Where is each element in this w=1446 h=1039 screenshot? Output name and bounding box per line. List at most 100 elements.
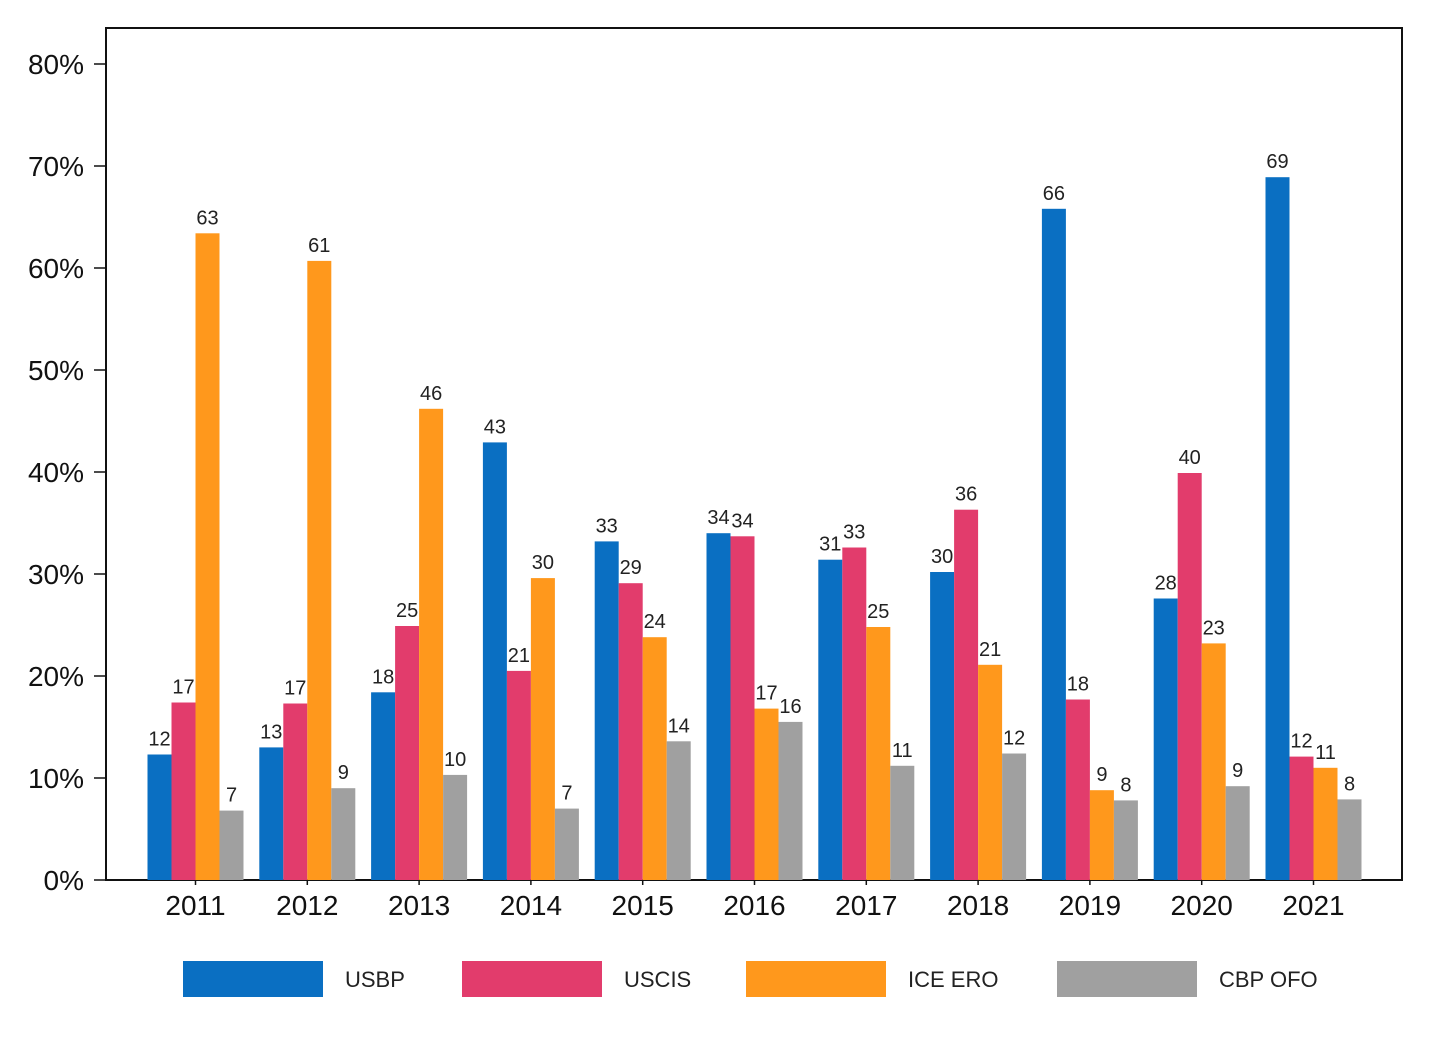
legend-label-usbp: USBP (345, 967, 405, 992)
data-label-uscis-2021: 12 (1290, 731, 1312, 753)
data-label-ice-ero-2015: 24 (644, 611, 666, 633)
bar-ice-ero-2019 (1089, 790, 1114, 880)
data-label-ice-ero-2020: 23 (1203, 617, 1225, 639)
bar-ice-ero-2021 (1313, 767, 1338, 880)
y-tick-label-0: 0% (44, 865, 84, 896)
data-label-cbp-ofo-2017: 11 (892, 740, 913, 762)
data-label-uscis-2012: 17 (284, 678, 306, 700)
bar-usbp-2015 (594, 541, 619, 880)
x-tick-label-2021: 2021 (1282, 890, 1344, 921)
data-label-usbp-2018: 30 (931, 546, 953, 568)
data-label-usbp-2013: 18 (372, 666, 394, 688)
data-label-ice-ero-2016: 17 (755, 683, 777, 705)
bar-uscis-2012 (283, 703, 308, 880)
bar-uscis-2016 (730, 536, 755, 880)
data-label-usbp-2012: 13 (260, 721, 282, 743)
x-tick-label-2016: 2016 (723, 890, 785, 921)
bar-cbp-ofo-2013 (443, 774, 468, 880)
legend-swatch-cbp-ofo (1057, 961, 1197, 997)
bar-cbp-ofo-2016 (778, 721, 803, 880)
data-label-cbp-ofo-2020: 9 (1232, 760, 1243, 782)
data-label-usbp-2015: 33 (596, 515, 618, 537)
bar-uscis-2021 (1289, 756, 1314, 880)
bar-cbp-ofo-2017 (890, 765, 915, 880)
data-label-cbp-ofo-2011: 7 (226, 785, 237, 807)
data-label-cbp-ofo-2018: 12 (1003, 728, 1025, 750)
data-label-ice-ero-2019: 9 (1096, 764, 1107, 786)
bar-uscis-2017 (842, 547, 867, 880)
bar-uscis-2015 (618, 583, 643, 880)
data-label-uscis-2017: 33 (843, 522, 865, 544)
x-tick-label-2011: 2011 (165, 890, 225, 921)
bar-cbp-ofo-2012 (331, 788, 356, 880)
bar-cbp-ofo-2021 (1337, 799, 1362, 880)
y-tick-label-40: 40% (28, 457, 84, 488)
data-label-ice-ero-2021: 11 (1315, 742, 1336, 764)
legend-label-ice-ero: ICE ERO (908, 967, 998, 992)
bar-usbp-2018 (930, 572, 955, 880)
data-label-uscis-2018: 36 (955, 484, 977, 506)
x-tick-label-2013: 2013 (388, 890, 450, 921)
data-label-uscis-2013: 25 (396, 600, 418, 622)
bar-uscis-2018 (954, 509, 979, 880)
x-tick-label-2012: 2012 (276, 890, 338, 921)
bar-ice-ero-2020 (1201, 643, 1226, 880)
legend-swatch-uscis (462, 961, 602, 997)
x-tick-label-2014: 2014 (500, 890, 562, 921)
data-label-cbp-ofo-2021: 8 (1344, 773, 1355, 795)
bar-ice-ero-2017 (866, 627, 891, 880)
bar-usbp-2011 (147, 754, 172, 880)
bar-uscis-2014 (506, 670, 531, 880)
bar-usbp-2016 (706, 533, 731, 880)
bar-usbp-2014 (482, 442, 507, 880)
data-label-cbp-ofo-2019: 8 (1120, 774, 1131, 796)
bar-ice-ero-2014 (530, 578, 555, 880)
data-label-ice-ero-2012: 61 (308, 235, 330, 257)
data-label-usbp-2014: 43 (484, 416, 506, 438)
bar-cbp-ofo-2014 (554, 808, 579, 880)
bar-usbp-2013 (371, 692, 396, 880)
data-label-uscis-2011: 17 (172, 677, 194, 699)
bar-usbp-2012 (259, 747, 284, 880)
data-label-cbp-ofo-2014: 7 (561, 783, 572, 805)
data-label-cbp-ofo-2013: 10 (444, 749, 466, 771)
bars-layer (147, 177, 1362, 881)
data-label-ice-ero-2013: 46 (420, 383, 442, 405)
data-label-usbp-2019: 66 (1043, 183, 1065, 205)
data-label-uscis-2015: 29 (620, 557, 642, 579)
x-tick-label-2018: 2018 (947, 890, 1009, 921)
bar-cbp-ofo-2020 (1225, 786, 1250, 880)
y-tick-label-50: 50% (28, 355, 84, 386)
bar-uscis-2020 (1177, 473, 1202, 880)
bar-uscis-2011 (171, 702, 196, 880)
data-label-uscis-2019: 18 (1067, 674, 1089, 696)
bar-cbp-ofo-2018 (1002, 753, 1027, 880)
bar-ice-ero-2018 (978, 664, 1003, 880)
bar-cbp-ofo-2019 (1113, 800, 1138, 880)
data-label-cbp-ofo-2012: 9 (338, 762, 349, 784)
legend-label-uscis: USCIS (624, 967, 691, 992)
data-label-cbp-ofo-2016: 16 (779, 696, 801, 718)
x-tick-label-2020: 2020 (1171, 890, 1233, 921)
x-tick-label-2017: 2017 (835, 890, 897, 921)
data-label-ice-ero-2011: 63 (196, 207, 218, 229)
data-label-cbp-ofo-2015: 14 (668, 715, 690, 737)
x-axis: 2011 2012 2013 2014 2015 2016 2017 2018 2019 2020… (165, 880, 1345, 921)
y-tick-label-80: 80% (28, 49, 84, 80)
bar-usbp-2017 (818, 559, 843, 880)
legend-swatch-usbp (183, 961, 323, 997)
data-label-ice-ero-2018: 21 (979, 639, 1001, 661)
legend: USBP USCIS ICE ERO CBP OFO (183, 961, 1318, 997)
x-tick-label-2019: 2019 (1059, 890, 1121, 921)
legend-swatch-ice-ero (746, 961, 886, 997)
bar-usbp-2021 (1265, 177, 1290, 880)
data-label-ice-ero-2017: 25 (867, 601, 889, 623)
x-tick-label-2015: 2015 (612, 890, 674, 921)
data-label-usbp-2021: 69 (1266, 151, 1288, 173)
y-tick-label-20: 20% (28, 661, 84, 692)
legend-label-cbp-ofo: CBP OFO (1219, 967, 1318, 992)
y-tick-label-60: 60% (28, 253, 84, 284)
bar-ice-ero-2016 (754, 708, 779, 880)
bar-usbp-2020 (1153, 598, 1178, 880)
